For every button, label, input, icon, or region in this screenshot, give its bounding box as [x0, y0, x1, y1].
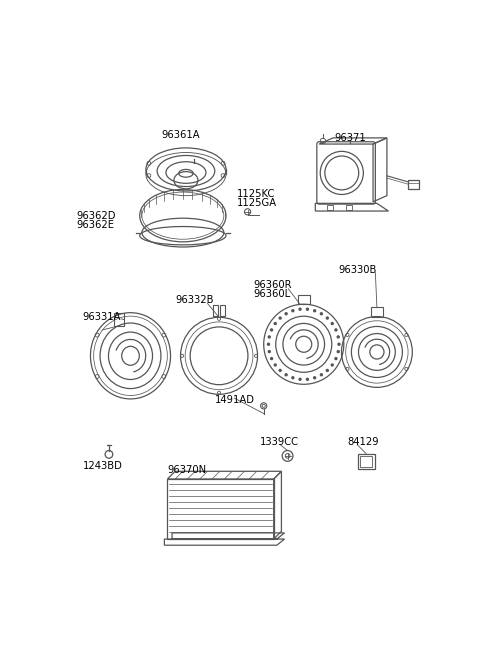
Circle shape: [331, 322, 334, 326]
Bar: [360, 456, 372, 466]
Circle shape: [267, 335, 271, 339]
Circle shape: [274, 364, 277, 367]
Bar: [371, 307, 383, 316]
Bar: [346, 205, 352, 210]
Circle shape: [320, 373, 323, 377]
Circle shape: [325, 316, 329, 320]
Circle shape: [267, 343, 270, 346]
Circle shape: [334, 357, 337, 360]
Circle shape: [334, 328, 337, 331]
Text: 96362D: 96362D: [77, 211, 116, 221]
Text: 96360R: 96360R: [254, 280, 292, 290]
Text: 1491AD: 1491AD: [215, 396, 255, 405]
Text: 1243BD: 1243BD: [83, 461, 122, 471]
Bar: [213, 305, 218, 316]
Bar: [168, 479, 274, 539]
Circle shape: [337, 343, 341, 346]
Text: 1125GA: 1125GA: [237, 198, 277, 208]
Circle shape: [299, 377, 302, 381]
Text: 96371: 96371: [335, 133, 366, 143]
Circle shape: [313, 376, 316, 379]
Text: 96331A: 96331A: [83, 312, 121, 322]
Bar: [327, 205, 333, 210]
Circle shape: [336, 350, 340, 353]
Circle shape: [325, 369, 329, 372]
Bar: [220, 305, 225, 316]
Bar: [358, 454, 374, 469]
Circle shape: [285, 312, 288, 316]
Text: 84129: 84129: [348, 437, 379, 447]
Text: 1339CC: 1339CC: [260, 437, 299, 447]
Bar: [114, 314, 124, 326]
Bar: [408, 179, 419, 189]
Text: 1125KC: 1125KC: [237, 189, 275, 199]
Circle shape: [274, 322, 277, 326]
Circle shape: [320, 312, 323, 316]
Circle shape: [331, 364, 334, 367]
Text: 96330B: 96330B: [338, 265, 377, 274]
Circle shape: [299, 307, 302, 311]
Text: 96370N: 96370N: [168, 465, 206, 475]
Circle shape: [285, 373, 288, 377]
Circle shape: [336, 335, 340, 339]
Text: 96332B: 96332B: [175, 295, 214, 305]
Text: 96361A: 96361A: [161, 130, 200, 140]
Circle shape: [270, 357, 273, 360]
Circle shape: [270, 328, 273, 331]
Circle shape: [306, 307, 309, 311]
Text: 96360L: 96360L: [254, 290, 291, 299]
Bar: [298, 295, 310, 304]
Circle shape: [267, 350, 271, 353]
Circle shape: [278, 369, 282, 372]
Circle shape: [306, 377, 309, 381]
Circle shape: [291, 309, 295, 312]
Circle shape: [291, 376, 295, 379]
Text: 96362E: 96362E: [77, 220, 115, 230]
Circle shape: [278, 316, 282, 320]
Circle shape: [313, 309, 316, 312]
